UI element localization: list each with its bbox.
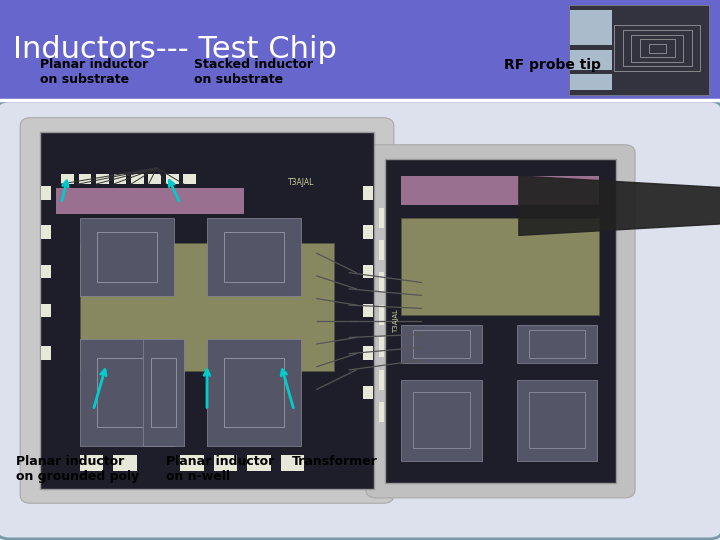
Bar [41, 265, 50, 278]
Bar [56, 187, 244, 214]
Bar [401, 218, 600, 315]
Bar [183, 174, 196, 184]
Bar [41, 225, 50, 239]
Bar [570, 50, 611, 70]
Bar [61, 174, 74, 184]
Bar [224, 358, 284, 427]
Text: Stacked inductor
on substrate: Stacked inductor on substrate [194, 58, 313, 86]
Bar [113, 455, 137, 471]
Text: RF probe tip: RF probe tip [504, 58, 601, 72]
Bar [114, 174, 126, 184]
Bar [148, 174, 161, 184]
Bar [143, 339, 184, 446]
Bar [570, 74, 611, 90]
Bar [80, 218, 174, 296]
Bar [80, 339, 174, 446]
Text: Planar inductor
on n-well: Planar inductor on n-well [166, 455, 274, 483]
Bar [80, 455, 103, 471]
Bar [364, 186, 373, 200]
Bar [379, 305, 384, 325]
Text: Inductors--- Test Chip: Inductors--- Test Chip [13, 36, 337, 64]
Text: Planar inductor
on substrate: Planar inductor on substrate [40, 58, 148, 86]
Bar [41, 347, 50, 360]
Bar [364, 265, 373, 278]
Bar [379, 207, 384, 228]
Bar [649, 44, 666, 53]
Bar [385, 159, 616, 483]
Bar [528, 330, 585, 357]
Bar [180, 455, 204, 471]
Bar [247, 455, 271, 471]
Bar [207, 339, 301, 446]
Bar [379, 402, 384, 422]
Bar [41, 303, 50, 318]
Bar [379, 240, 384, 260]
Text: T3AJAL: T3AJAL [287, 178, 314, 187]
Bar [214, 455, 237, 471]
Bar [41, 186, 50, 200]
FancyBboxPatch shape [366, 145, 635, 498]
Bar [364, 225, 373, 239]
Bar [40, 132, 374, 489]
Bar [401, 176, 600, 205]
Bar [570, 10, 611, 45]
Bar [569, 5, 709, 94]
Bar [413, 330, 470, 357]
Bar [131, 174, 144, 184]
Text: T3AJAL: T3AJAL [392, 309, 399, 333]
Text: Transformer: Transformer [292, 455, 377, 468]
Bar [516, 380, 597, 461]
Bar [96, 358, 157, 427]
Bar [78, 174, 91, 184]
Bar [379, 369, 384, 390]
Bar [224, 232, 284, 282]
Bar [528, 392, 585, 448]
Bar [96, 232, 157, 282]
Bar [281, 455, 304, 471]
Bar [364, 303, 373, 318]
Bar [401, 380, 482, 461]
FancyBboxPatch shape [20, 118, 394, 503]
Bar [166, 174, 179, 184]
Bar [207, 218, 301, 296]
Bar [640, 39, 675, 57]
Bar [379, 272, 384, 293]
Text: Planar inductor
on grounded poly: Planar inductor on grounded poly [16, 455, 139, 483]
Bar [614, 25, 701, 71]
Bar [364, 386, 373, 399]
Bar [96, 174, 109, 184]
Bar [379, 337, 384, 357]
FancyBboxPatch shape [0, 101, 720, 539]
Bar [516, 325, 597, 363]
Bar [364, 347, 373, 360]
Bar [631, 35, 683, 62]
Bar [80, 243, 334, 371]
Bar [401, 325, 482, 363]
Bar [150, 358, 176, 427]
Bar [413, 392, 470, 448]
Bar [623, 30, 692, 66]
Bar [0, 0, 720, 100]
